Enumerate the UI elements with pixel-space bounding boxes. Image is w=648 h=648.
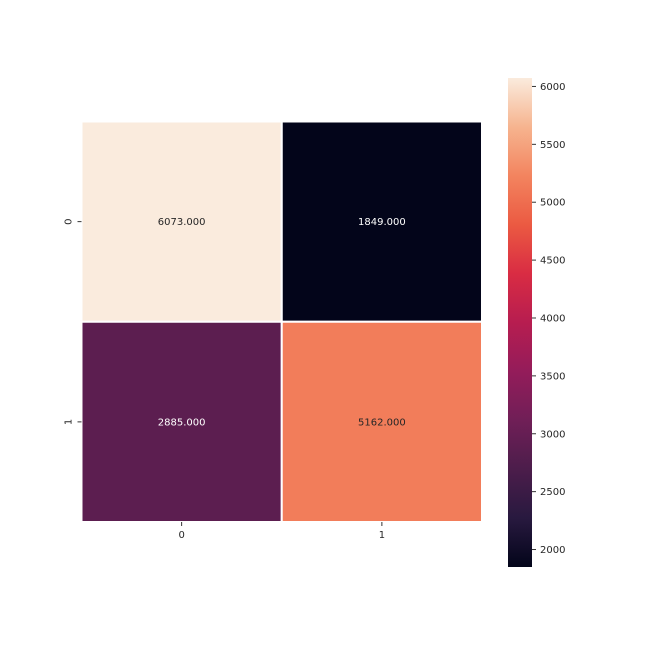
cell-annotations: 6073.000 1849.000 2885.000 5162.000 [158, 217, 406, 428]
colorbar-gradient [508, 78, 532, 567]
cell-annotation: 5162.000 [358, 417, 406, 428]
cell-annotation: 6073.000 [158, 217, 206, 228]
colorbar-tick-label: 2000 [540, 545, 565, 556]
colorbar-tick-label: 2500 [540, 487, 565, 498]
colorbar-tick-label: 3000 [540, 429, 565, 440]
colorbar-tick-label: 3500 [540, 371, 565, 382]
cell-annotation: 1849.000 [358, 217, 406, 228]
colorbar-tick-label: 5000 [540, 198, 565, 209]
colorbar-tick-label: 4500 [540, 256, 565, 267]
heatmap-cell [280, 120, 483, 323]
y-tick-label: 1 [64, 419, 75, 425]
x-tick-label: 1 [379, 530, 385, 541]
heatmap-cell [80, 120, 283, 323]
x-tick-label: 0 [178, 530, 184, 541]
cell-annotation: 2885.000 [158, 417, 206, 428]
colorbar: 2000 2500 3000 3500 4000 4500 5000 5500 6000 [508, 78, 565, 567]
heatmap-cells [80, 120, 483, 523]
colorbar-tick-label: 5500 [540, 140, 565, 151]
heatmap-cell [280, 320, 483, 523]
colorbar-ticks: 2000 2500 3000 3500 4000 4500 5000 5500 6000 [532, 82, 565, 556]
colorbar-tick-label: 6000 [540, 82, 565, 93]
y-tick-label: 0 [64, 218, 75, 224]
heatmap-cell [80, 320, 283, 523]
colorbar-tick-label: 4000 [540, 313, 565, 324]
y-axis: 01 [64, 218, 82, 425]
